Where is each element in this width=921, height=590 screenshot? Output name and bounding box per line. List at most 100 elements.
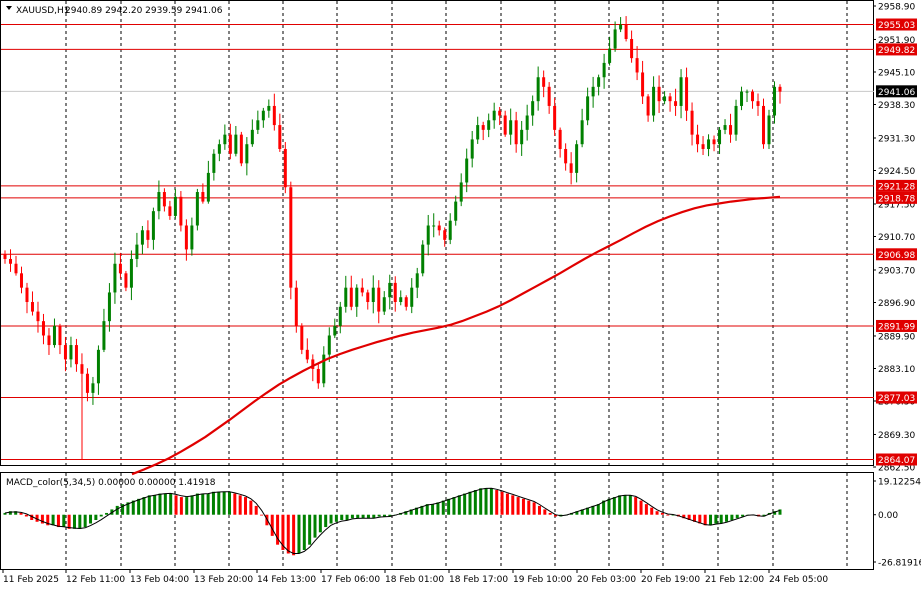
candle-body <box>85 373 89 393</box>
candle-body <box>525 115 529 130</box>
macd-bar <box>650 507 654 515</box>
candle-body <box>448 220 452 240</box>
candle-body <box>25 287 29 303</box>
candle-body <box>564 148 568 164</box>
candle-body <box>349 287 353 307</box>
macd-tick-label: 0.00 <box>878 511 898 521</box>
y-tick-label: 2883.10 <box>878 365 915 375</box>
macd-bar <box>575 511 579 515</box>
macd-bar <box>548 512 552 515</box>
macd-bar <box>468 491 472 515</box>
macd-bar <box>56 514 60 528</box>
macd-tick-label: -26.81916 <box>878 559 921 569</box>
symbol-dropdown-icon[interactable] <box>6 6 12 10</box>
macd-bar <box>377 514 381 517</box>
candle-body <box>740 91 744 106</box>
candle-body <box>14 263 18 274</box>
candle-body <box>729 125 733 135</box>
candle-body <box>410 287 414 307</box>
macd-indicator-label[interactable]: MACD_color(5,34,5) 0.00000 0.00000 1.419… <box>6 478 216 488</box>
candle-body <box>113 263 117 293</box>
candle-body <box>63 345 67 360</box>
macd-bar <box>623 495 627 515</box>
candle-body <box>184 225 188 250</box>
candle-body <box>432 225 436 227</box>
candle-body <box>239 134 243 164</box>
macd-bar <box>324 514 328 528</box>
candle-body <box>723 125 727 130</box>
candle-body <box>344 287 348 307</box>
candle-body <box>366 292 370 303</box>
candle-body <box>663 96 667 102</box>
level-tag <box>876 391 917 404</box>
candle-body <box>426 225 430 245</box>
candle-body <box>162 192 166 207</box>
candle-body <box>696 134 700 145</box>
candle-body <box>399 297 403 303</box>
candle-body <box>294 287 298 326</box>
candle-body <box>41 321 45 336</box>
candle-body <box>580 120 584 145</box>
macd-bar <box>687 514 691 521</box>
candle-body <box>707 139 711 149</box>
x-tick-label: 19 Feb 10:00 <box>513 575 572 585</box>
macd-bar <box>147 495 151 515</box>
candle-body <box>333 325 337 336</box>
candle-body <box>316 368 320 384</box>
macd-bar <box>505 493 509 515</box>
candle-body <box>492 110 496 121</box>
candle-body <box>415 273 419 288</box>
candle-body <box>47 335 51 346</box>
macd-bar <box>741 514 745 517</box>
macd-bar <box>527 500 531 515</box>
level-tag <box>876 43 917 56</box>
x-tick-label: 18 Feb 17:00 <box>449 575 508 585</box>
macd-bar <box>580 509 584 515</box>
level-tag-text: 2877.03 <box>878 394 915 404</box>
symbol-label[interactable]: XAUUSD,H1 <box>16 6 70 16</box>
moving-average-line <box>131 195 781 476</box>
candle-body <box>195 192 199 226</box>
macd-bar <box>366 514 370 519</box>
macd-bar <box>554 514 558 517</box>
level-tag-text: 2906.98 <box>878 251 915 261</box>
candle-body <box>355 287 359 307</box>
macd-bar <box>425 504 429 515</box>
macd-bar <box>495 490 499 515</box>
macd-bar <box>89 514 93 524</box>
candle-body <box>701 144 705 149</box>
level-tag-text: 2949.82 <box>878 46 915 56</box>
macd-bar <box>67 514 71 529</box>
candle-body <box>212 153 216 173</box>
macd-bar <box>639 500 643 515</box>
candle-body <box>778 86 782 92</box>
macd-bar <box>703 514 707 526</box>
candle-body <box>74 345 78 365</box>
macd-bar <box>447 498 451 515</box>
candle-body <box>206 172 210 202</box>
macd-bar <box>516 497 520 515</box>
macd-bar <box>602 500 606 515</box>
candle-body <box>327 335 331 355</box>
macd-pane-border <box>0 472 874 570</box>
level-tag-text: 2921.28 <box>878 182 915 192</box>
candle-body <box>19 273 23 288</box>
candle-body <box>503 115 507 135</box>
candle-body <box>646 96 650 116</box>
candle-body <box>217 144 221 154</box>
candle-body <box>250 129 254 145</box>
macd-bar <box>644 504 648 515</box>
macd-signal-line <box>4 487 781 554</box>
candle-body <box>96 349 100 384</box>
candle-body <box>173 196 177 216</box>
level-tag-text: 2955.03 <box>878 21 915 31</box>
candle-body <box>267 105 271 111</box>
candle-body <box>597 77 601 87</box>
macd-bar <box>671 514 675 516</box>
macd-bar <box>404 511 408 515</box>
x-tick-label: 20 Feb 03:00 <box>577 575 636 585</box>
macd-bar <box>709 514 713 526</box>
macd-bar <box>292 514 296 556</box>
chart-header: XAUUSD,H1 2940.89 2942.20 2939.59 2941.0… <box>6 6 223 16</box>
